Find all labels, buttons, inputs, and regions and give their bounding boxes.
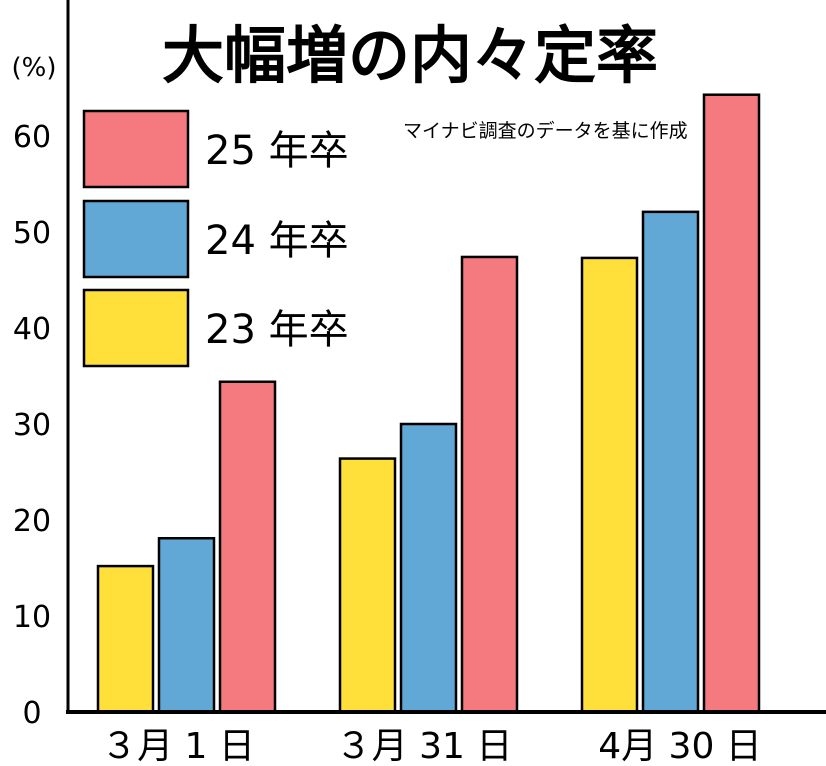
bar	[702, 93, 761, 714]
bar	[580, 256, 639, 714]
bar	[218, 380, 277, 714]
y-tick-label: 0	[22, 696, 41, 731]
legend-label: 23 年卒	[205, 307, 349, 353]
legend-label: 25 年卒	[205, 128, 349, 174]
bar	[641, 210, 700, 714]
y-axis-unit: (%)	[12, 53, 57, 83]
x-axis-labels: ３月 1 日 ３月 31 日 4月 30 日	[101, 726, 762, 766]
y-tick-label: 50	[13, 216, 51, 251]
bar	[157, 536, 216, 714]
y-tick-label: 20	[13, 504, 51, 539]
legend-swatch	[82, 288, 190, 368]
source-note: マイナビ調査のデータを基に作成	[403, 120, 688, 142]
legend-swatch	[82, 199, 190, 279]
legend-label: 24 年卒	[205, 218, 349, 264]
legend-swatch	[82, 109, 190, 189]
bar	[399, 422, 458, 714]
bar	[338, 457, 397, 714]
y-tick-label: 30	[13, 408, 51, 443]
x-category-label: 4月 30 日	[598, 726, 762, 766]
chart-title: 大幅増の内々定率	[162, 19, 658, 92]
y-tick-label: 40	[13, 312, 51, 347]
bar	[96, 564, 155, 714]
bars	[96, 93, 761, 714]
legend: 25 年卒 24 年卒 23 年卒	[82, 109, 349, 368]
y-axis-ticks: 0 10 20 30 40 50 60	[13, 120, 51, 731]
y-tick-label: 10	[13, 600, 51, 635]
x-category-label: ３月 1 日	[101, 726, 255, 766]
x-category-label: ３月 31 日	[336, 726, 513, 766]
bar	[460, 255, 519, 714]
y-tick-label: 60	[13, 120, 51, 155]
